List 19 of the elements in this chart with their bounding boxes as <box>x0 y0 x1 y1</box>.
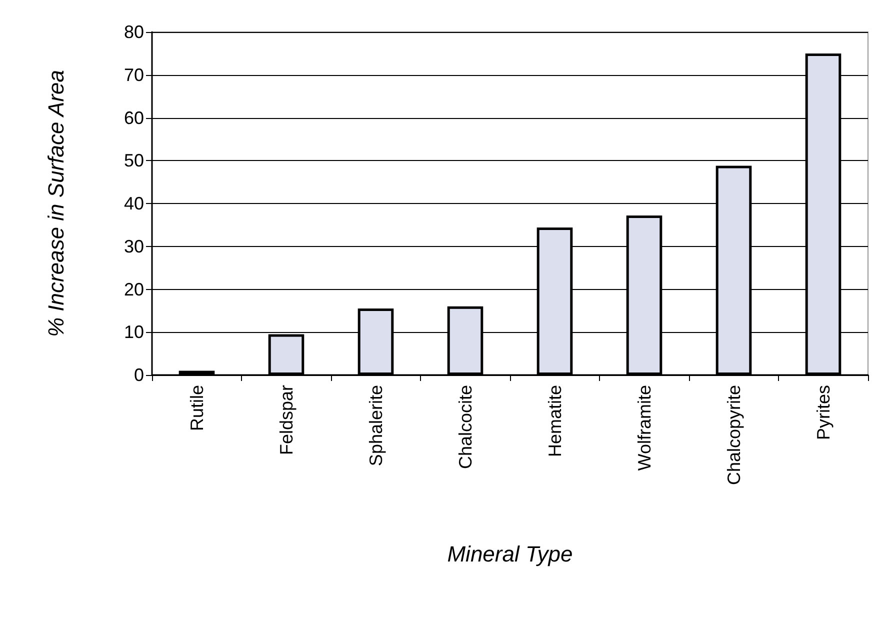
y-tick-label: 0 <box>134 365 144 385</box>
x-tick-label: Feldspar <box>276 384 296 456</box>
x-tick-label: Hematite <box>544 385 565 458</box>
y-tick-label: 60 <box>124 108 144 128</box>
y-tick-label: 50 <box>124 150 144 171</box>
x-tick-label: Sphalerite <box>366 385 386 466</box>
y-tick-label: 40 <box>124 194 144 214</box>
y-tick-label: 20 <box>124 279 144 300</box>
x-tick-label: Rutile <box>186 385 207 432</box>
y-tick-label: 70 <box>124 64 144 85</box>
x-axis-title: Mineral Type <box>447 542 573 566</box>
x-tick-label: Chalcocite <box>455 385 476 470</box>
x-tick-label: Pyrites <box>813 385 834 440</box>
y-tick-label: 10 <box>124 322 144 342</box>
y-tick-label: 30 <box>124 236 144 256</box>
y-tick-label: 80 <box>124 22 144 42</box>
x-tick-label: Wolframite <box>634 385 654 471</box>
x-tick-label: Chalcopyrite <box>724 385 744 486</box>
y-axis-title: % Increase in Surface Area <box>44 70 68 337</box>
